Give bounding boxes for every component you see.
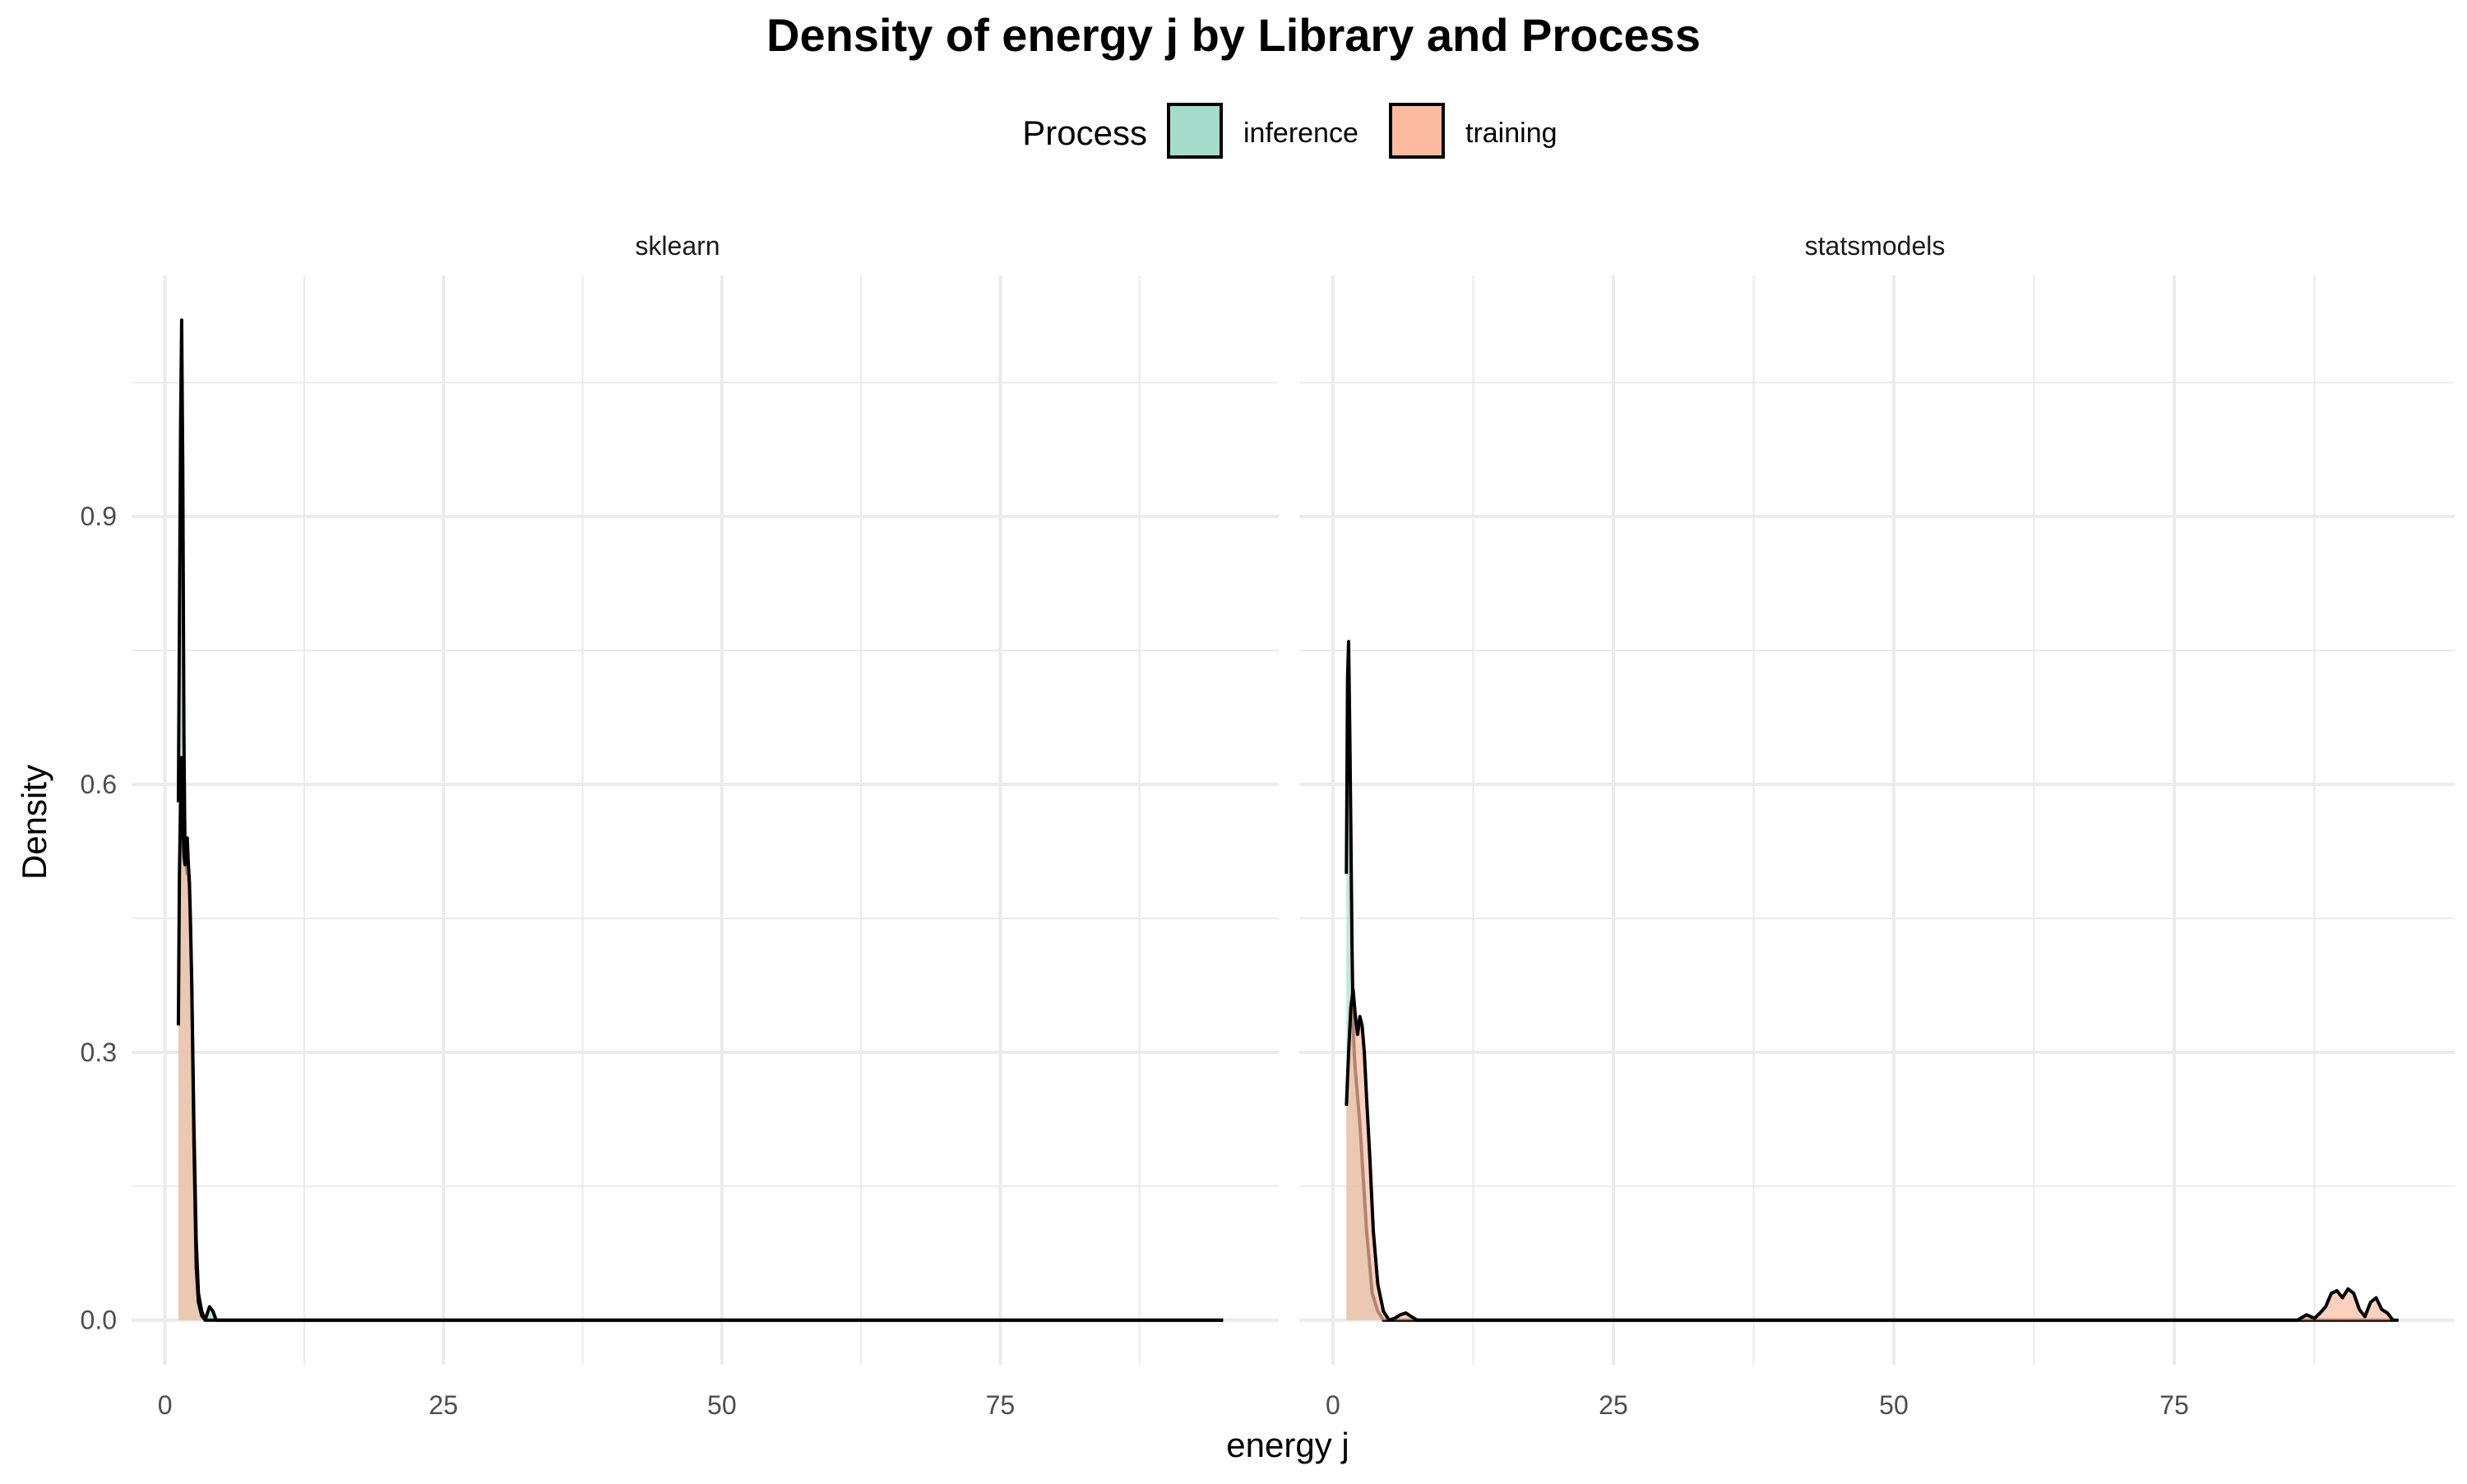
y-tick-label: 0.9 — [81, 502, 117, 531]
legend: Process inference training — [1022, 103, 1557, 159]
facet-label-sklearn: sklearn — [635, 231, 720, 261]
x-tick-label: 0 — [1326, 1390, 1340, 1420]
panel-statsmodels: 0 25 50 75 — [1299, 275, 2455, 1420]
x-tick-label: 25 — [428, 1390, 458, 1420]
legend-label-inference: inference — [1243, 118, 1358, 149]
legend-label-training: training — [1465, 118, 1557, 149]
legend-title: Process — [1022, 113, 1147, 152]
y-tick-label: 0.3 — [81, 1038, 117, 1067]
y-tick-label: 0.0 — [81, 1306, 117, 1335]
density-line-training — [176, 756, 1224, 1322]
x-tick-label: 50 — [707, 1390, 737, 1420]
facet-label-statsmodels: statsmodels — [1805, 231, 1946, 261]
panel-sklearn: 0 25 50 75 0.0 0.3 0.6 0.9 — [81, 275, 1279, 1420]
y-axis-title: Density — [15, 765, 53, 880]
x-axis-title: energy j — [1226, 1426, 1349, 1464]
chart-title: Density of energy j by Library and Proce… — [766, 9, 1701, 61]
x-tick-label: 50 — [1879, 1390, 1909, 1420]
legend-key-inference — [1167, 103, 1223, 159]
y-tick-label: 0.6 — [81, 770, 117, 799]
x-tick-label: 75 — [986, 1390, 1016, 1420]
x-tick-label: 75 — [2159, 1390, 2189, 1420]
x-tick-label: 0 — [158, 1390, 173, 1420]
density-line-training — [1345, 987, 2395, 1322]
legend-key-training — [1389, 103, 1445, 159]
x-tick-label: 25 — [1599, 1390, 1628, 1420]
